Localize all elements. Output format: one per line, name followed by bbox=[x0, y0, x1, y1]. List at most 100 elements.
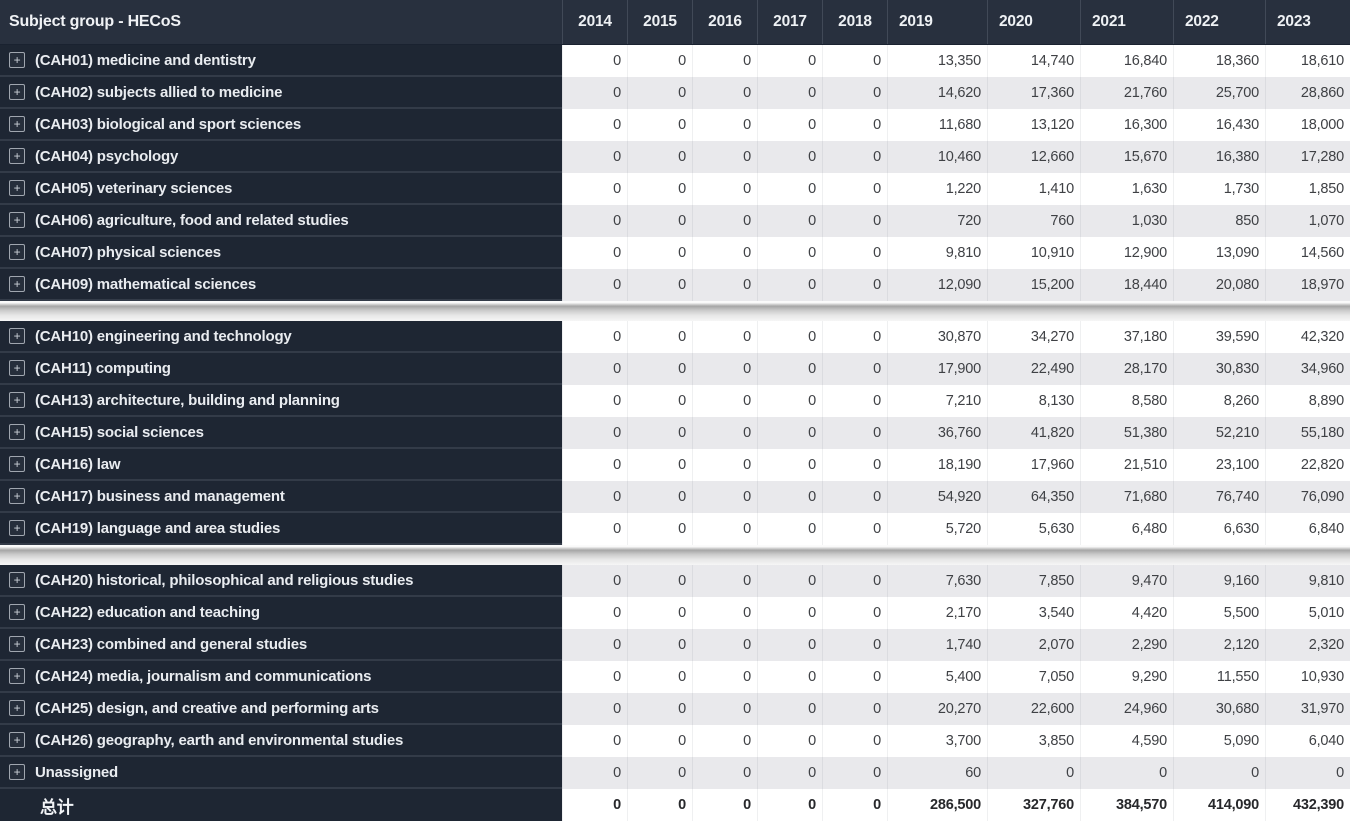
year-column-header[interactable]: 2020 bbox=[987, 0, 1080, 44]
cell-value: 0 bbox=[692, 77, 757, 109]
expand-icon[interactable]: + bbox=[9, 276, 25, 292]
row-label-cell[interactable]: + (CAH11) computing bbox=[0, 353, 562, 385]
row-label-cell[interactable]: + (CAH16) law bbox=[0, 449, 562, 481]
row-label-cell[interactable]: + (CAH23) combined and general studies bbox=[0, 629, 562, 661]
row-label: (CAH02) subjects allied to medicine bbox=[35, 83, 283, 101]
table-section: + (CAH10) engineering and technology 0 0 0 0 0… bbox=[0, 321, 1350, 545]
expand-icon[interactable]: + bbox=[9, 360, 25, 376]
cell-value: 8,890 bbox=[1265, 385, 1350, 417]
cell-value: 17,280 bbox=[1265, 141, 1350, 173]
cell-value: 0 bbox=[627, 353, 692, 385]
expand-icon[interactable]: + bbox=[9, 764, 25, 780]
expand-icon[interactable]: + bbox=[9, 604, 25, 620]
cell-value: 12,090 bbox=[887, 269, 987, 301]
cell-value: 54,920 bbox=[887, 481, 987, 513]
subject-column-header[interactable]: Subject group - HECoS bbox=[9, 13, 181, 30]
expand-icon[interactable]: + bbox=[9, 148, 25, 164]
row-label-cell[interactable]: + (CAH22) education and teaching bbox=[0, 597, 562, 629]
expand-icon[interactable]: + bbox=[9, 212, 25, 228]
cell-value: 9,470 bbox=[1080, 565, 1173, 597]
expand-icon[interactable]: + bbox=[9, 84, 25, 100]
cell-value: 24,960 bbox=[1080, 693, 1173, 725]
cell-value: 0 bbox=[692, 417, 757, 449]
cell-value: 0 bbox=[562, 45, 627, 77]
year-column-header[interactable]: 2023 bbox=[1265, 0, 1350, 44]
expand-icon[interactable]: + bbox=[9, 456, 25, 472]
row-label-cell[interactable]: + (CAH17) business and management bbox=[0, 481, 562, 513]
cell-value: 0 bbox=[627, 45, 692, 77]
row-label-cell[interactable]: + (CAH10) engineering and technology bbox=[0, 321, 562, 353]
row-label-cell[interactable]: + (CAH07) physical sciences bbox=[0, 237, 562, 269]
expand-icon[interactable]: + bbox=[9, 488, 25, 504]
expand-icon[interactable]: + bbox=[9, 52, 25, 68]
expand-icon[interactable]: + bbox=[9, 180, 25, 196]
expand-icon[interactable]: + bbox=[9, 668, 25, 684]
table-row: + (CAH23) combined and general studies 0 0 0… bbox=[0, 629, 1350, 661]
row-label-cell[interactable]: + (CAH25) design, and creative and perfor… bbox=[0, 693, 562, 725]
total-cell-value: 327,760 bbox=[987, 789, 1080, 821]
table-row: + (CAH26) geography, earth and environmen… bbox=[0, 725, 1350, 757]
cell-value: 76,090 bbox=[1265, 481, 1350, 513]
year-column-header[interactable]: 2019 bbox=[887, 0, 987, 44]
row-label-cell[interactable]: + (CAH02) subjects allied to medicine bbox=[0, 77, 562, 109]
expand-icon[interactable]: + bbox=[9, 424, 25, 440]
year-column-header[interactable]: 2022 bbox=[1173, 0, 1265, 44]
cell-value: 0 bbox=[1265, 757, 1350, 789]
cell-value: 0 bbox=[757, 725, 822, 757]
cell-value: 0 bbox=[757, 481, 822, 513]
year-column-header[interactable]: 2018 bbox=[822, 0, 887, 44]
expand-icon[interactable]: + bbox=[9, 732, 25, 748]
row-label-cell[interactable]: + (CAH05) veterinary sciences bbox=[0, 173, 562, 205]
row-label-cell[interactable]: + (CAH26) geography, earth and environmen… bbox=[0, 725, 562, 757]
year-column-header[interactable]: 2015 bbox=[627, 0, 692, 44]
cell-value: 0 bbox=[627, 269, 692, 301]
total-label-cell[interactable]: 总计 bbox=[0, 789, 562, 821]
table-row: + (CAH13) architecture, building and plan… bbox=[0, 385, 1350, 417]
expand-icon[interactable]: + bbox=[9, 520, 25, 536]
year-column-header[interactable]: 2014 bbox=[562, 0, 627, 44]
cell-value: 1,630 bbox=[1080, 173, 1173, 205]
row-label-cell[interactable]: + Unassigned bbox=[0, 757, 562, 789]
row-label: (CAH23) combined and general studies bbox=[35, 635, 308, 653]
cell-value: 1,070 bbox=[1265, 205, 1350, 237]
year-column-header[interactable]: 2017 bbox=[757, 0, 822, 44]
cell-value: 0 bbox=[822, 109, 887, 141]
expand-icon[interactable]: + bbox=[9, 572, 25, 588]
row-label-cell[interactable]: + (CAH13) architecture, building and plan… bbox=[0, 385, 562, 417]
cell-value: 0 bbox=[822, 321, 887, 353]
expand-icon[interactable]: + bbox=[9, 116, 25, 132]
cell-value: 0 bbox=[562, 725, 627, 757]
expand-icon[interactable]: + bbox=[9, 244, 25, 260]
year-column-header[interactable]: 2021 bbox=[1080, 0, 1173, 44]
cell-value: 0 bbox=[692, 513, 757, 545]
cell-value: 0 bbox=[822, 661, 887, 693]
cell-value: 0 bbox=[627, 725, 692, 757]
row-label-cell[interactable]: + (CAH24) media, journalism and communica… bbox=[0, 661, 562, 693]
cell-value: 0 bbox=[757, 417, 822, 449]
cell-value: 0 bbox=[1173, 757, 1265, 789]
row-label: (CAH22) education and teaching bbox=[35, 603, 260, 621]
total-cell-value: 0 bbox=[757, 789, 822, 821]
row-label-cell[interactable]: + (CAH09) mathematical sciences bbox=[0, 269, 562, 301]
cell-value: 0 bbox=[822, 237, 887, 269]
row-label-cell[interactable]: + (CAH15) social sciences bbox=[0, 417, 562, 449]
total-label: 总计 bbox=[40, 797, 74, 817]
row-label-cell[interactable]: + (CAH19) language and area studies bbox=[0, 513, 562, 545]
cell-value: 0 bbox=[757, 385, 822, 417]
cell-value: 42,320 bbox=[1265, 321, 1350, 353]
cell-value: 3,850 bbox=[987, 725, 1080, 757]
row-label-cell[interactable]: + (CAH03) biological and sport sciences bbox=[0, 109, 562, 141]
row-label-cell[interactable]: + (CAH06) agriculture, food and related s… bbox=[0, 205, 562, 237]
row-label-cell[interactable]: + (CAH04) psychology bbox=[0, 141, 562, 173]
row-label-cell[interactable]: + (CAH20) historical, philosophical and r… bbox=[0, 565, 562, 597]
expand-icon[interactable]: + bbox=[9, 636, 25, 652]
expand-icon[interactable]: + bbox=[9, 700, 25, 716]
cell-value: 0 bbox=[627, 77, 692, 109]
cell-value: 0 bbox=[757, 269, 822, 301]
cell-value: 0 bbox=[692, 385, 757, 417]
cell-value: 0 bbox=[692, 565, 757, 597]
year-column-header[interactable]: 2016 bbox=[692, 0, 757, 44]
expand-icon[interactable]: + bbox=[9, 392, 25, 408]
expand-icon[interactable]: + bbox=[9, 328, 25, 344]
row-label-cell[interactable]: + (CAH01) medicine and dentistry bbox=[0, 45, 562, 77]
